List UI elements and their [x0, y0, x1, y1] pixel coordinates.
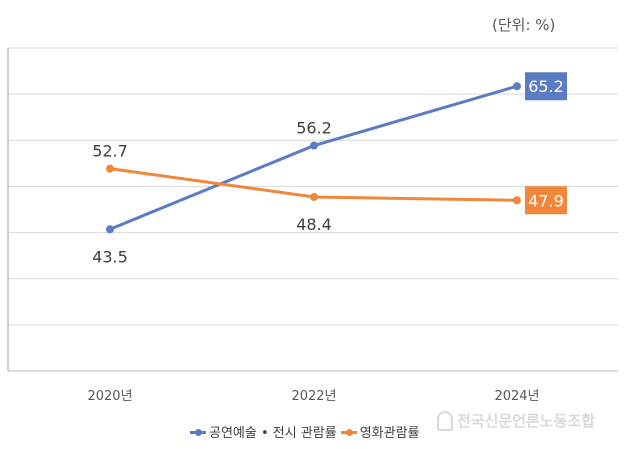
unit-label: (단위: %)	[492, 16, 556, 34]
data-point	[106, 225, 114, 234]
data-point	[310, 192, 318, 201]
x-tick-label: 2020년	[87, 389, 132, 404]
data-label-box	[525, 186, 567, 215]
data-label: 47.9	[528, 191, 564, 210]
data-point	[513, 82, 521, 91]
data-label: 48.4	[296, 215, 332, 234]
legend-item-movie: 영화관람률	[340, 422, 420, 441]
legend-label-movie: 영화관람률	[359, 426, 420, 441]
x-tick-labels: 2020년 2022년 2024년	[87, 389, 539, 404]
data-label: 65.2	[528, 77, 564, 96]
legend: 공연예술 • 전시 관람률 영화관람률	[190, 422, 420, 441]
series-group: 43.5 56.2 65.2 52.7 48.4 47.9	[92, 72, 567, 266]
watermark-logo-icon	[437, 410, 453, 431]
data-point	[106, 164, 114, 173]
data-label: 56.2	[296, 119, 332, 138]
data-label: 52.7	[92, 142, 128, 161]
data-label: 43.5	[92, 247, 128, 266]
x-tick-label: 2022년	[291, 389, 336, 404]
watermark: 전국신문언론노동조합	[437, 410, 595, 431]
data-point	[513, 196, 521, 205]
data-label-box	[525, 72, 567, 101]
legend-swatch-movie	[340, 427, 357, 437]
x-tick-label: 2024년	[494, 389, 539, 404]
legend-swatch-performing-arts	[190, 427, 206, 437]
series-line	[109, 84, 518, 231]
watermark-text: 전국신문언론노동조합	[457, 412, 596, 430]
legend-label-performing-arts: 공연예술 • 전시 관람률	[209, 426, 337, 441]
data-point	[310, 141, 318, 150]
legend-item-performing-arts: 공연예술 • 전시 관람률	[190, 422, 337, 441]
